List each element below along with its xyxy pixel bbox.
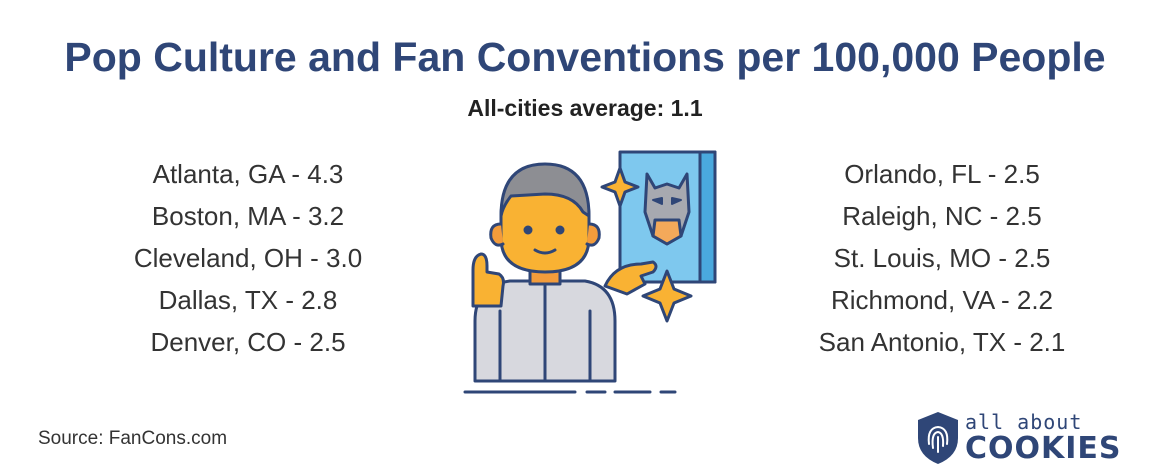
city-row: Cleveland, OH - 3.0 [133, 243, 363, 273]
city-row: Orlando, FL - 2.5 [844, 159, 1040, 189]
city-row: Boston, MA - 3.2 [151, 201, 345, 231]
city-row: Richmond, VA - 2.2 [830, 285, 1054, 315]
city-row: Dallas, TX - 2.8 [158, 285, 338, 315]
city-row: San Antonio, TX - 2.1 [818, 327, 1066, 357]
city-row: Raleigh, NC - 2.5 [842, 201, 1042, 231]
chart-subtitle: All-cities average: 1.1 [467, 95, 703, 121]
fingerprint-shield-icon [918, 412, 958, 464]
city-list-left: Atlanta, GA - 4.3 Boston, MA - 3.2 Cleve… [98, 153, 398, 363]
city-list-right: Orlando, FL - 2.5 Raleigh, NC - 2.5 St. … [792, 153, 1092, 363]
source-note: Source: FanCons.com [38, 428, 228, 449]
city-row: Atlanta, GA - 4.3 [152, 159, 344, 189]
all-about-cookies-logo: all about COOKIES [915, 410, 1121, 468]
logo-top-text: all about [965, 410, 1083, 434]
fan-with-poster-illustration [463, 150, 717, 394]
logo-bottom-text: COOKIES [965, 431, 1122, 466]
city-row: Denver, CO - 2.5 [150, 327, 346, 357]
chart-title: Pop Culture and Fan Conventions per 100,… [64, 34, 1106, 80]
city-row: St. Louis, MO - 2.5 [833, 243, 1051, 273]
